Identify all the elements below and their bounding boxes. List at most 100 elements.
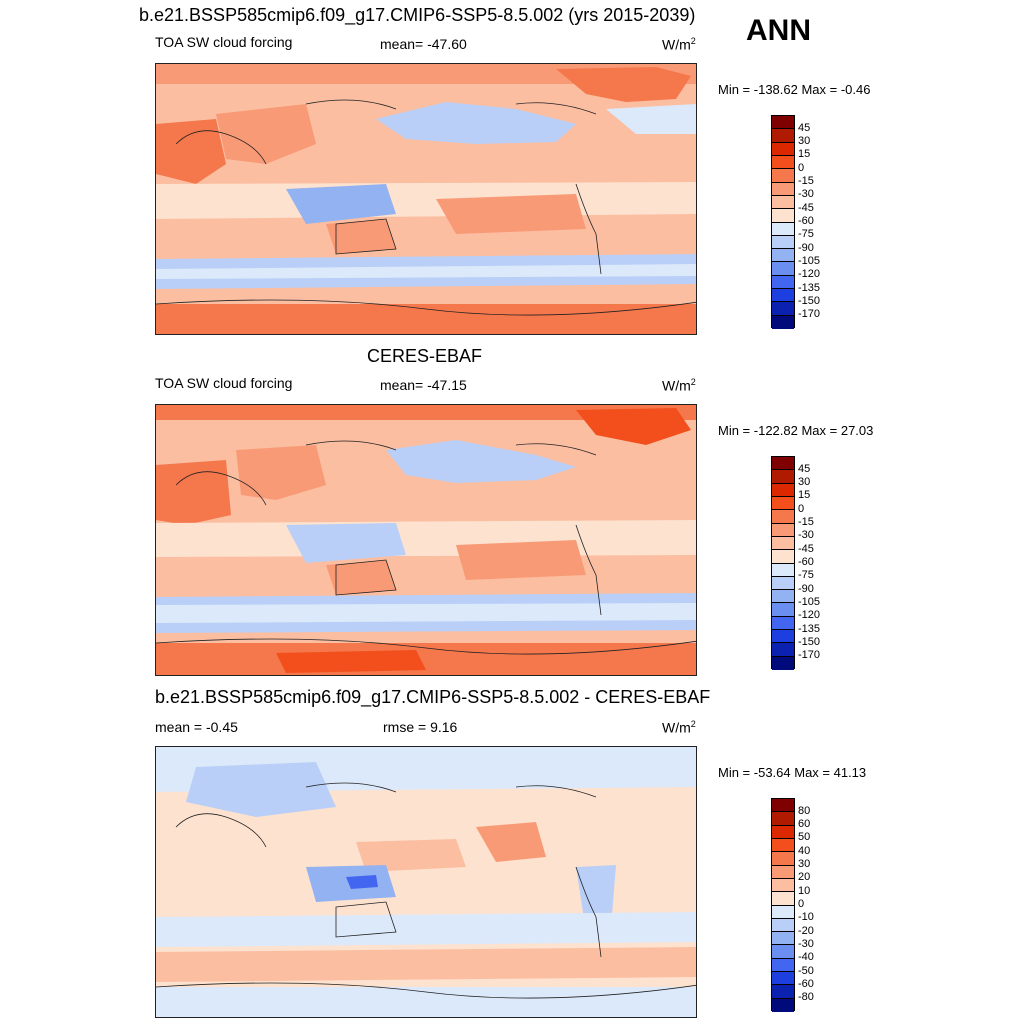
colorbar-tick-label: -45 (798, 201, 814, 214)
australia-region (326, 560, 396, 595)
panel2-variable: TOA SW cloud forcing (155, 375, 293, 391)
season-label: ANN (746, 14, 811, 47)
colorbar-swatch (772, 470, 794, 484)
panel2-map-svg (156, 405, 696, 675)
colorbar-swatch (772, 972, 794, 986)
colorbar-swatch (772, 825, 794, 839)
panel2-mean: mean= -47.15 (380, 377, 467, 393)
colorbar-tick-label: -50 (798, 964, 814, 977)
colorbar-tick-label: -135 (798, 622, 821, 635)
north-atlantic-cloud (606, 104, 696, 134)
colorbar-tick-label: -60 (798, 215, 814, 227)
asia-region (216, 104, 316, 164)
colorbar-swatch (772, 892, 794, 906)
colorbar-tick-label: -75 (798, 228, 814, 241)
colorbar-tick-label: 30 (798, 135, 811, 148)
colorbar-tick-label: 0 (798, 161, 805, 174)
panel3-rmse: rmse = 9.16 (383, 719, 458, 735)
colorbar-swatch (772, 169, 794, 183)
africa-region (156, 460, 231, 525)
africa-region (156, 119, 226, 184)
colorbar-swatch (772, 838, 794, 853)
colorbar-tick-label: -10 (798, 911, 814, 924)
panel1-map-svg (156, 64, 696, 334)
north-pacific-cloud (386, 440, 576, 483)
colorbar-swatch (772, 523, 794, 537)
maritime-continent (286, 523, 406, 563)
south-pacific-clear (436, 194, 586, 234)
colorbar-tick-label: -60 (798, 977, 814, 990)
southern-negative-band (156, 912, 696, 947)
colorbar-swatch (772, 945, 794, 959)
antarctica-core (276, 650, 426, 673)
equatorial-positive (356, 839, 466, 872)
australia-region (326, 219, 396, 254)
units-text: W/m (662, 377, 691, 394)
units-text: W/m (662, 719, 691, 736)
colorbar-tick-label: 45 (798, 462, 811, 475)
colorbar-tick-label: -120 (798, 609, 821, 622)
panel3-map-svg (156, 747, 696, 1017)
equatorial-band (156, 520, 696, 557)
equatorial-band (156, 182, 696, 219)
eurasia-negative (186, 762, 336, 817)
units-text: W/m (662, 36, 691, 53)
panel1-variable: TOA SW cloud forcing (155, 34, 293, 50)
colorbar-swatch (772, 275, 794, 290)
panel1-colorbar (771, 115, 795, 329)
panel2-map (155, 404, 697, 676)
colorbar-swatch (772, 985, 794, 999)
colorbar-swatch (772, 878, 794, 893)
panel1-mean: mean= -47.60 (380, 36, 467, 52)
colorbar-swatch (772, 865, 794, 879)
colorbar-tick-label: 50 (798, 831, 811, 844)
colorbar-swatch (772, 235, 794, 250)
colorbar-swatch (772, 563, 794, 577)
colorbar-swatch (772, 182, 794, 196)
colorbar-tick-label: 0 (798, 502, 805, 515)
colorbar-tick-label: -15 (798, 175, 814, 188)
coastline-lines (156, 782, 696, 999)
colorbar-swatch (772, 603, 794, 617)
colorbar-swatch (772, 262, 794, 276)
coastline-lines (156, 440, 696, 655)
colorbar-swatch (772, 918, 794, 933)
colorbar-swatch (772, 142, 794, 156)
colorbar-tick-label: -80 (798, 991, 814, 1004)
greenland-region (576, 408, 691, 445)
colorbar-swatch (772, 249, 794, 263)
colorbar-swatch (772, 905, 794, 919)
units-exponent: 2 (690, 36, 696, 46)
antarctica-band (156, 987, 696, 1017)
colorbar-tick-label: -135 (798, 281, 821, 294)
colorbar-tick-label: -30 (798, 188, 814, 201)
colorbar-tick-label: 10 (798, 884, 811, 897)
colorbar-swatch (772, 195, 794, 210)
colorbar-tick-label: -75 (798, 569, 814, 582)
colorbar-tick-label: 60 (798, 818, 811, 831)
colorbar-swatch (772, 998, 794, 1012)
panel3-colorbar-ticks: 80 60 50 40 30 20 10 0 -10 -20 -30 -40 -50 -60 -80 (798, 798, 838, 1011)
maritime-core (346, 875, 378, 889)
colorbar-tick-label: 30 (798, 476, 811, 489)
units-exponent: 2 (690, 719, 696, 729)
colorbar-tick-label: -15 (798, 516, 814, 529)
colorbar-swatch (772, 302, 794, 316)
greenland-region (556, 67, 691, 102)
colorbar-swatch (772, 958, 794, 973)
panel2-colorbar (771, 456, 795, 670)
colorbar-tick-label: -20 (798, 924, 814, 937)
colorbar-tick-label: -30 (798, 937, 814, 950)
colorbar-swatch (772, 209, 794, 223)
colorbar-swatch (772, 656, 794, 670)
colorbar-tick-label: 30 (798, 858, 811, 871)
colorbar-swatch (772, 643, 794, 657)
colorbar-swatch (772, 222, 794, 236)
panel3-minmax: Min = -53.64 Max = 41.13 (718, 765, 867, 780)
north-pacific-positive (476, 822, 546, 862)
panel3-mean: mean = -0.45 (155, 719, 238, 735)
colorbar-tick-label: -40 (798, 951, 814, 964)
colorbar-tick-label: -60 (798, 556, 814, 568)
colorbar-tick-label: 0 (798, 898, 805, 910)
colorbar-swatch (772, 289, 794, 303)
